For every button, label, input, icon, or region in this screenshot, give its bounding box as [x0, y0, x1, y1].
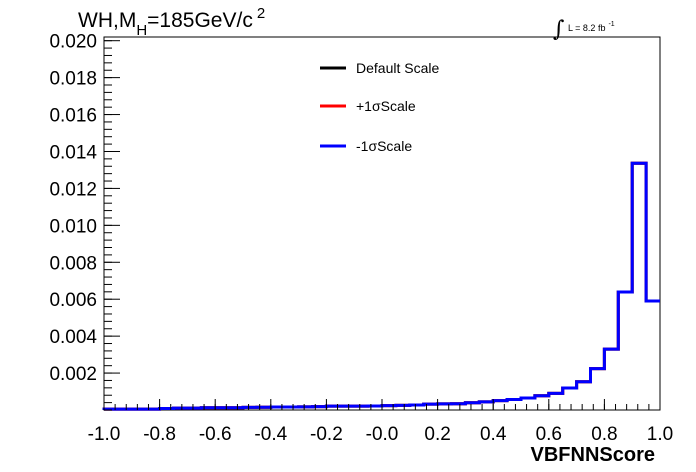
- y-tick-label: 0.008: [49, 253, 97, 274]
- y-tick-label: 0.006: [49, 290, 97, 311]
- title-rest: =185GeV/c: [147, 9, 253, 32]
- x-tick-label: -0.2: [310, 424, 343, 445]
- y-tick-label: 0.010: [49, 216, 97, 237]
- title-superscript: 2: [257, 5, 265, 22]
- tick-labels: -1.0 -0.8 -0.6 -0.4 -0.2 -0.0 0.2 0.4 0.6 0.8 1.0 0…: [49, 32, 673, 445]
- x-tick-label: -0.4: [254, 424, 287, 445]
- series-line-0: [102, 161, 660, 411]
- x-tick-label: -0.6: [199, 424, 232, 445]
- x-tick-label: -1.0: [88, 424, 121, 445]
- x-tick-label: 0.2: [424, 424, 450, 445]
- x-tick-label: -0.8: [143, 424, 176, 445]
- series-line-1: [102, 161, 660, 411]
- x-tick-label: 0.4: [480, 424, 507, 445]
- series-layer: [102, 161, 660, 411]
- ticks-layer: [103, 40, 661, 411]
- x-tick-label: 0.6: [536, 424, 562, 445]
- y-tick-label: 0.002: [49, 364, 97, 385]
- y-tick-label: 0.014: [49, 142, 97, 163]
- legend-label-0: Default Scale: [356, 60, 439, 76]
- lumi-text: L = 8.2 fb: [568, 23, 605, 33]
- y-tick-label: 0.018: [49, 69, 97, 90]
- y-tick-label: 0.020: [49, 32, 97, 53]
- x-tick-label: 0.8: [591, 424, 617, 445]
- y-tick-label: 0.004: [49, 327, 97, 348]
- title-main: WH,M: [78, 9, 136, 32]
- legend: Default Scale +1σScale -1σScale: [320, 60, 439, 154]
- y-tick-label: 0.012: [49, 179, 97, 200]
- x-tick-label: -0.0: [366, 424, 399, 445]
- title-subscript: H: [136, 22, 147, 39]
- legend-label-1: +1σScale: [356, 98, 416, 114]
- lumi-integral: ∫: [553, 17, 565, 42]
- legend-label-2: -1σScale: [356, 138, 412, 154]
- x-tick-label: 1.0: [647, 424, 673, 445]
- lumi-superscript: -1: [608, 21, 614, 28]
- series-line-2: [102, 161, 660, 411]
- y-tick-label: 0.016: [49, 106, 97, 127]
- frame: [103, 36, 661, 411]
- lumi-label: L = 8.2 fb -1: [568, 21, 615, 33]
- x-axis-label: VBFNNScore: [531, 444, 655, 466]
- chart-title: WH,MH=185GeV/c 2: [78, 5, 265, 39]
